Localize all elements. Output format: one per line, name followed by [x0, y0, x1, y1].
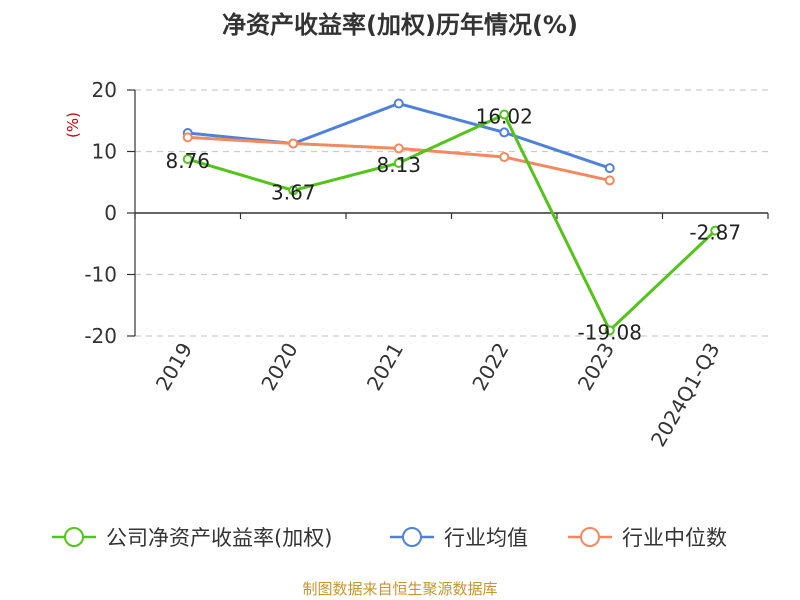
data-point — [288, 185, 299, 196]
y-tick-label: 10 — [92, 140, 117, 164]
data-point — [182, 132, 193, 143]
source-note: 制图数据来自恒生聚源数据库 — [302, 580, 497, 598]
data-label: 16.02 — [476, 104, 533, 128]
y-tick-label: -20 — [84, 324, 117, 348]
x-tick-label: 2021 — [362, 339, 408, 395]
x-tick-label: 2022 — [467, 339, 513, 395]
x-tick-label: 2019 — [151, 339, 197, 395]
data-label: -2.87 — [689, 221, 741, 245]
data-label: 8.76 — [165, 149, 210, 173]
y-axis-unit: (%) — [64, 112, 82, 138]
y-tick-label: 20 — [92, 78, 117, 102]
data-point — [288, 138, 299, 149]
legend-marker — [64, 527, 84, 547]
data-point — [393, 158, 404, 169]
data-point — [182, 154, 193, 165]
data-point — [393, 98, 404, 109]
data-point — [604, 325, 615, 336]
data-labels: 8.76 3.67 8.13 16.02 -19.08 -2.87 — [165, 104, 741, 344]
legend-label: 公司净资产收益率(加权) — [106, 526, 332, 550]
series-line — [187, 112, 717, 332]
data-label: 8.13 — [376, 153, 421, 177]
data-label: 3.67 — [271, 180, 316, 204]
y-tick-label: -10 — [84, 263, 117, 287]
data-point — [604, 163, 615, 174]
x-tick-label: 2023 — [573, 339, 619, 395]
legend: 公司净资产收益率(加权) 行业均值 行业中位数 — [52, 526, 727, 550]
data-point — [499, 127, 510, 138]
legend-marker — [402, 527, 422, 547]
data-point — [393, 143, 404, 154]
data-point — [499, 109, 510, 120]
series-lines — [182, 98, 721, 336]
legend-marker — [580, 527, 600, 547]
x-tick-label: 2024Q1-Q3 — [646, 339, 725, 451]
x-tick-label: 2020 — [256, 339, 302, 395]
legend-label: 行业中位数 — [622, 526, 727, 550]
chart-title: 净资产收益率(加权)历年情况(%) — [222, 11, 578, 39]
data-point — [499, 152, 510, 163]
data-label: -19.08 — [578, 320, 642, 344]
legend-label: 行业均值 — [444, 526, 528, 550]
data-point — [710, 225, 721, 236]
data-point — [604, 175, 615, 186]
y-tick-label: 0 — [104, 201, 117, 225]
